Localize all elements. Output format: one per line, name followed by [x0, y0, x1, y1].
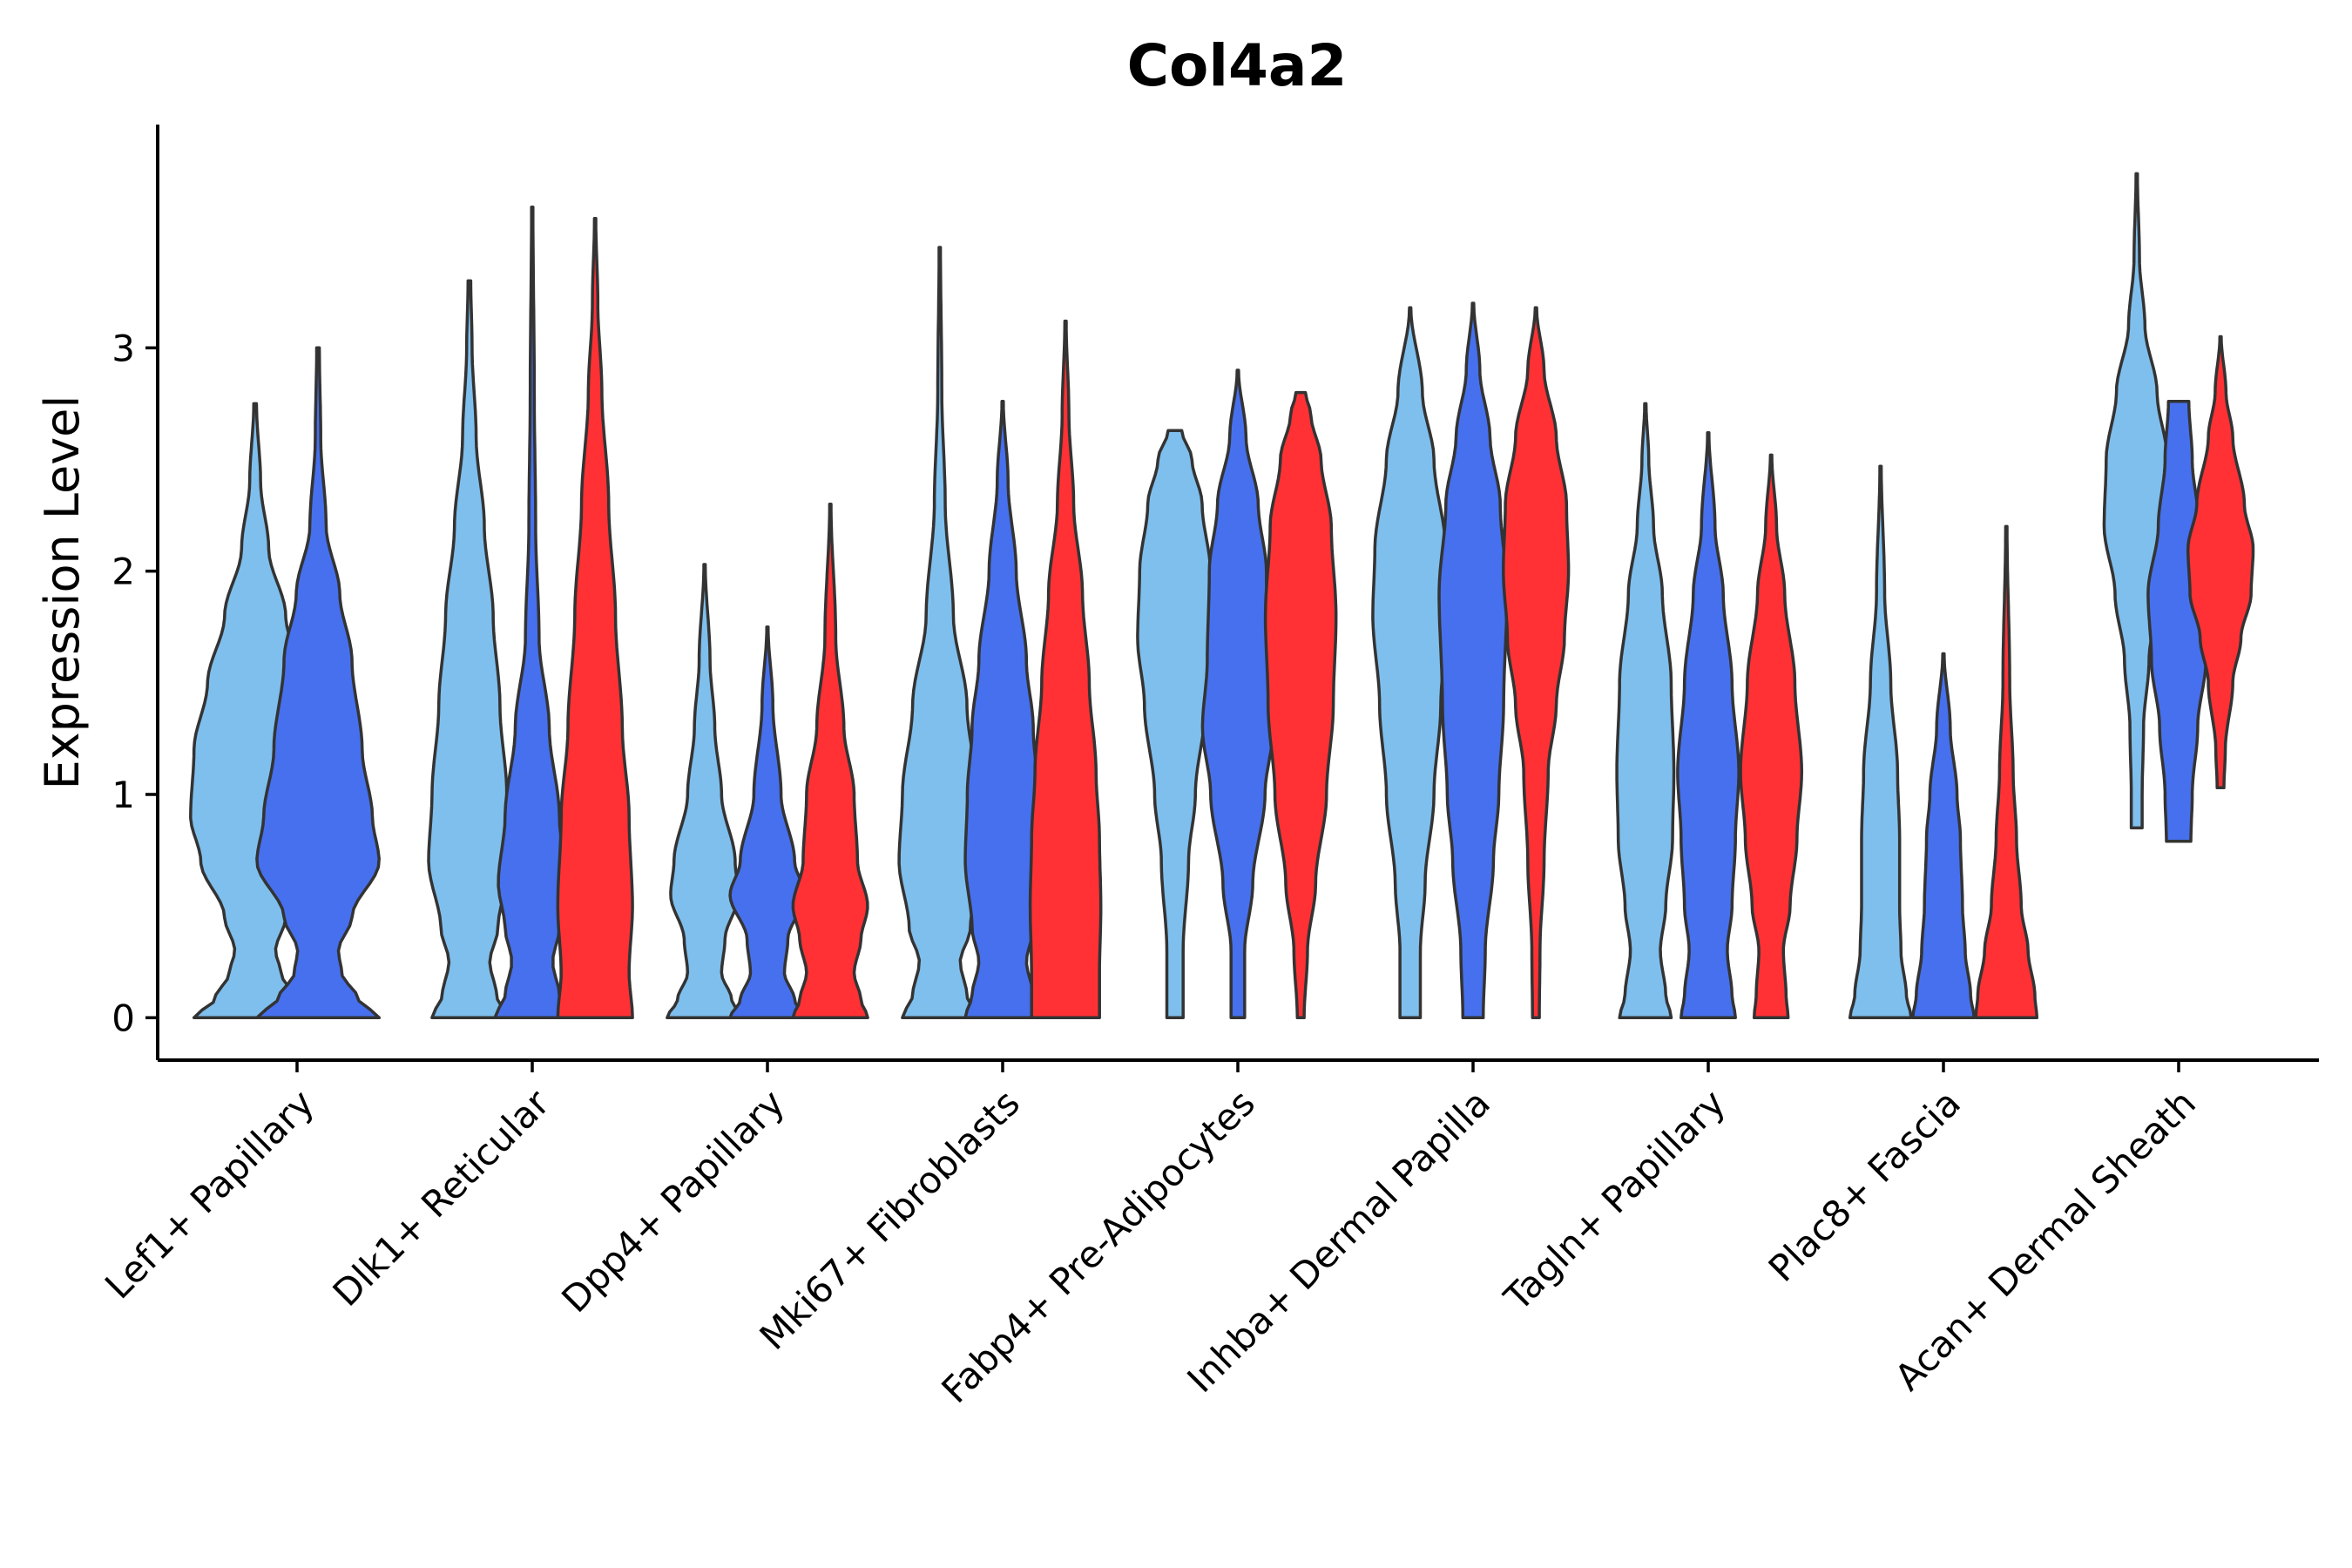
chart-title: Col4a2: [1127, 32, 1348, 99]
violin-mki67-fibroblasts-series-3: [1028, 319, 1103, 1020]
violin-dlk1-reticular-series-2: [493, 206, 571, 1020]
violin-mki67-fibroblasts-series-2: [963, 400, 1042, 1020]
violin-tagln-papillary-series-3: [1739, 453, 1804, 1020]
x-tick-label: Mki67+ Fibroblasts: [752, 1081, 1028, 1357]
violin-dpp4-papillary-series-1: [666, 563, 744, 1020]
x-tick-label: Lef1+ Papillary: [97, 1081, 322, 1307]
y-tick-label: 0: [112, 997, 135, 1039]
x-tick-label: Dpp4+ Papillary: [553, 1081, 793, 1321]
violin-layer: [189, 172, 2255, 1020]
y-axis-ticks: 0 1 2 3: [112, 327, 158, 1039]
violin-acan-dermal-sheath-series-2: [2146, 400, 2211, 843]
x-tick-label: Plac8+ Fascia: [1761, 1081, 1969, 1289]
violin-fabp4-pre-adipocytes-series-3: [1263, 390, 1338, 1020]
y-axis-label: Expression Level: [35, 395, 90, 790]
x-tick-label: Dlk1+ Reticular: [325, 1081, 558, 1315]
violin-lef1-papillary-series-2: [255, 346, 382, 1020]
violin-inhba-dermal-papilla-series-1: [1371, 306, 1450, 1020]
violin-plac8-fascia-series-2: [1911, 652, 1976, 1020]
violin-tagln-papillary-series-1: [1615, 402, 1676, 1020]
violin-acan-dermal-sheath-series-3: [2186, 335, 2255, 790]
violin-inhba-dermal-papilla-series-2: [1437, 301, 1509, 1020]
violin-dpp4-papillary-series-2: [728, 625, 807, 1020]
violin-plac8-fascia-series-1: [1848, 464, 1913, 1020]
violin-tagln-papillary-series-2: [1676, 430, 1740, 1020]
y-tick-label: 1: [112, 774, 135, 816]
violin-dlk1-reticular-series-3: [556, 216, 634, 1020]
violin-dlk1-reticular-series-1: [427, 279, 512, 1020]
y-tick-label: 3: [112, 327, 135, 369]
violin-dpp4-papillary-series-3: [791, 503, 869, 1020]
x-tick-label: Tagln+ Papillary: [1496, 1081, 1734, 1319]
violin-fabp4-pre-adipocytes-series-2: [1200, 368, 1275, 1020]
violin-plac8-fascia-series-3: [1974, 524, 2039, 1020]
y-tick-label: 2: [112, 551, 135, 593]
violin-fabp4-pre-adipocytes-series-1: [1136, 429, 1214, 1020]
violin-inhba-dermal-papilla-series-3: [1502, 306, 1571, 1020]
